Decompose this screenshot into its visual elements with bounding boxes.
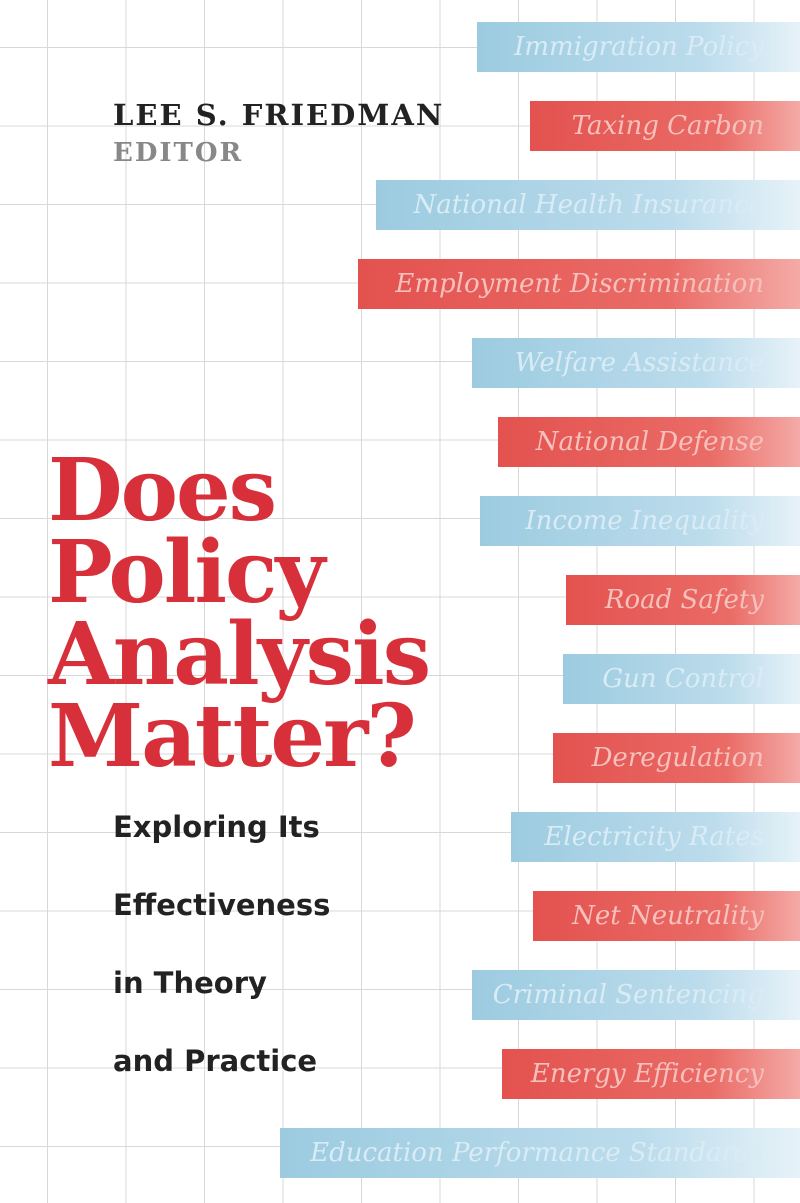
title-line: Matter? bbox=[48, 686, 417, 787]
topic-bar: Education Performance Standards bbox=[280, 1128, 800, 1178]
topic-bar: Welfare Assistance bbox=[472, 338, 800, 388]
topic-bar: National Defense bbox=[498, 417, 800, 467]
subtitle-line: and Practice bbox=[113, 1044, 318, 1078]
subtitle-line: Exploring Its bbox=[113, 810, 320, 844]
topic-bar: Immigration Policy bbox=[477, 22, 800, 72]
topic-bar: Net Neutrality bbox=[533, 891, 800, 941]
topic-bar: Energy Efficiency bbox=[502, 1049, 800, 1099]
title-line: Policy bbox=[48, 522, 325, 623]
author-role: EDITOR bbox=[113, 138, 244, 168]
topic-bar: Electricity Rates bbox=[511, 812, 800, 862]
topic-bar: Taxing Carbon bbox=[530, 101, 800, 151]
title-line: Does bbox=[48, 440, 277, 541]
topic-bar: Gun Control bbox=[563, 654, 800, 704]
topic-bar: National Health Insurance bbox=[376, 180, 800, 230]
topic-bar: Road Safety bbox=[566, 575, 800, 625]
author: LEE S. FRIEDMAN bbox=[113, 98, 445, 132]
subtitle-line: Effectiveness bbox=[113, 888, 331, 922]
topic-bar: Criminal Sentencing bbox=[472, 970, 800, 1020]
topic-bar: Deregulation bbox=[553, 733, 800, 783]
topic-bar: Income Inequality bbox=[480, 496, 800, 546]
subtitle-line: in Theory bbox=[113, 966, 267, 1000]
topic-bar: Employment Discrimination bbox=[358, 259, 800, 309]
title-line: Analysis bbox=[48, 604, 431, 705]
